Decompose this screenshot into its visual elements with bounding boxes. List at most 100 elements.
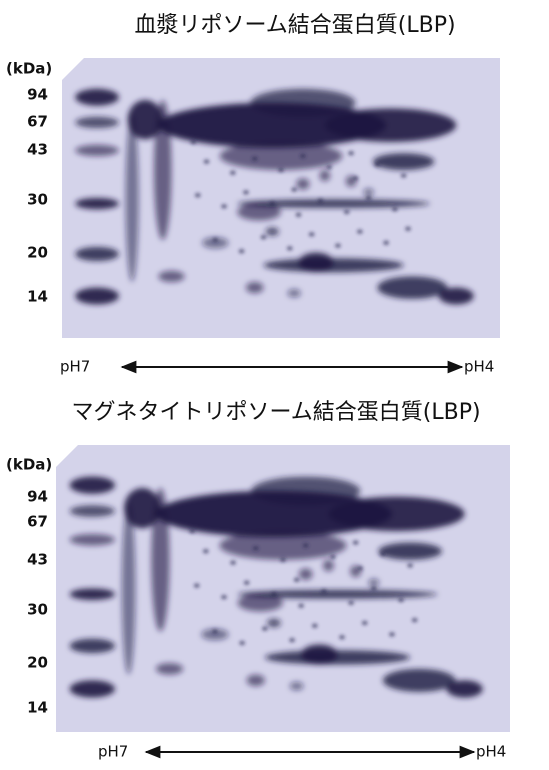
gel-dot	[362, 620, 368, 625]
gel-spot	[220, 142, 343, 170]
gel-dot	[230, 170, 236, 175]
gel-dot	[280, 557, 286, 562]
gel-spot	[267, 619, 281, 628]
gel-spot	[301, 644, 337, 664]
gel-spot	[446, 680, 482, 697]
ph-right-label: pH4	[464, 358, 494, 376]
marker-label: 67	[27, 113, 48, 131]
gel-dot	[352, 176, 358, 181]
gel-dot	[300, 154, 306, 159]
gel-dot	[291, 187, 297, 192]
gel-spot	[266, 227, 279, 235]
gel-dot	[309, 232, 315, 237]
gel-image	[62, 58, 500, 338]
gel-spot	[158, 271, 184, 282]
gel-spot	[263, 258, 403, 272]
gel-spot	[70, 505, 115, 516]
gel-spot	[290, 682, 304, 691]
gel-spot	[325, 108, 456, 142]
gel-spot	[320, 170, 331, 181]
gel-spot	[288, 289, 301, 297]
gel-spot	[156, 663, 183, 674]
marker-label: 94	[27, 488, 48, 506]
gel-dot	[271, 592, 277, 597]
gel-spot	[323, 560, 334, 571]
gel-spot	[75, 288, 119, 305]
gel-dot	[194, 583, 200, 588]
gel-dot	[353, 540, 359, 545]
gel-spot	[75, 145, 119, 156]
gel-dot	[366, 196, 372, 201]
gel-spot	[237, 204, 281, 221]
gel-spot	[238, 594, 283, 611]
marker-label: 14	[27, 699, 48, 717]
gel-dot	[407, 563, 413, 568]
figure: 血漿リポソーム結合蛋白質(LBP)(kDa)946743302014pH7pH4…	[0, 0, 549, 770]
ph-left-label: pH7	[60, 358, 90, 376]
gel-dot	[239, 249, 245, 254]
gel-dot	[260, 235, 266, 240]
gel-dot	[335, 243, 341, 248]
gel-spot	[251, 477, 360, 506]
marker-label: 94	[27, 86, 48, 104]
gel-dot	[357, 229, 363, 234]
gel-spot	[368, 578, 379, 587]
gel-dot	[401, 173, 407, 178]
gel-dot	[294, 577, 300, 582]
marker-label: 20	[27, 244, 48, 262]
gel-dot	[348, 151, 354, 156]
gel-dot	[326, 165, 332, 170]
gel-dot	[371, 586, 377, 591]
marker-label: 20	[27, 654, 48, 672]
gel-dot	[392, 207, 398, 212]
gel-spot	[265, 650, 410, 664]
gel-spot	[75, 89, 119, 106]
gel-spot	[247, 675, 265, 686]
gel-spot	[75, 247, 119, 261]
gel-dot	[339, 635, 345, 640]
gel-spot	[299, 568, 313, 579]
marker-label: 30	[27, 601, 48, 619]
gel-dot	[230, 560, 236, 565]
gel-dot	[298, 603, 304, 608]
gel-dot	[189, 529, 195, 534]
gel-image	[56, 445, 510, 732]
gel-dot	[204, 159, 210, 164]
ph-left-label: pH7	[98, 743, 128, 761]
gel-spot	[296, 178, 309, 189]
gel-spot	[377, 276, 447, 298]
marker-label: 30	[27, 191, 48, 209]
gel-dot	[269, 201, 275, 206]
gel-dot	[374, 162, 380, 167]
gel-spot	[122, 502, 136, 674]
gel-dot	[243, 190, 249, 195]
gel-spot	[363, 188, 374, 196]
gel-dot	[253, 546, 259, 551]
gel-dot	[405, 226, 411, 231]
gel-spot	[383, 669, 456, 692]
gel-dot	[221, 204, 227, 209]
gel-dot	[296, 212, 302, 217]
gel-spot	[219, 531, 346, 560]
marker-label: 14	[27, 288, 48, 306]
gel-dot	[190, 140, 196, 145]
gel-dot	[312, 623, 318, 628]
gel-dot	[221, 595, 227, 600]
gel-dot	[289, 638, 295, 643]
gel-dot	[398, 597, 404, 602]
gel-dot	[287, 246, 293, 251]
gel-dot	[380, 552, 386, 557]
gel-dot	[321, 589, 327, 594]
gel-spot	[328, 497, 464, 531]
panel-title: 血漿リポソーム結合蛋白質(LBP)	[134, 13, 455, 38]
gel-spot	[246, 282, 264, 293]
gel-dot	[195, 193, 201, 198]
gel-dot	[412, 618, 418, 623]
gel-spot	[126, 114, 139, 282]
gel-spot	[70, 477, 115, 494]
gel-dot	[330, 554, 336, 559]
gel-dot	[212, 629, 218, 634]
gel-dot	[303, 543, 309, 548]
panel-title: マグネタイトリポソーム結合蛋白質(LBP)	[71, 400, 480, 425]
gel-dot	[278, 168, 284, 173]
